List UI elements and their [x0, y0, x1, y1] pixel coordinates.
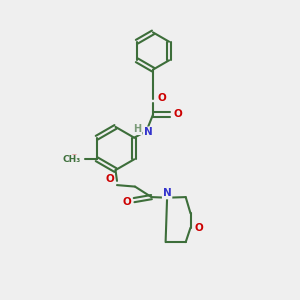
Text: O: O — [70, 154, 78, 164]
Text: N: N — [143, 127, 152, 137]
Text: O: O — [105, 174, 114, 184]
Text: N: N — [163, 188, 172, 199]
Text: O: O — [173, 109, 182, 119]
Text: CH₃: CH₃ — [63, 155, 81, 164]
Text: O: O — [122, 196, 131, 207]
Text: O: O — [194, 223, 203, 233]
Text: H: H — [133, 124, 142, 134]
Text: O: O — [157, 93, 166, 103]
